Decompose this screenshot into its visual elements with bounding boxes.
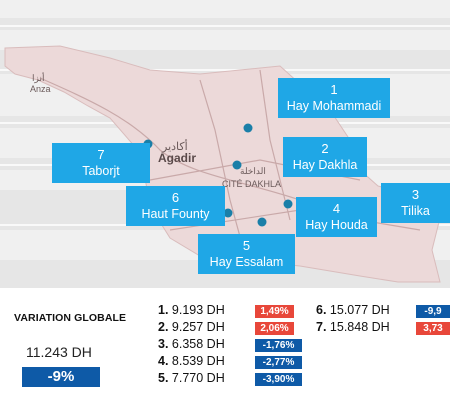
callout-number: 1 (330, 82, 338, 97)
callout-5: 5 Hay Essalam (198, 234, 295, 274)
map-label-anza-ar: أنزا (32, 73, 45, 83)
row-price: 6.358 DH (171, 337, 225, 351)
row-number: 7. (316, 320, 327, 334)
map-label-cite-dakhla: CITÉ DAKHLA (222, 179, 282, 189)
row-6: 6. 15.077 DH (316, 303, 390, 317)
map-area[interactable]: أنزا Anza أكادير Agadir CITÉ DAKHLA الدا… (0, 0, 450, 288)
callout-number: 2 (321, 141, 329, 156)
callout-number: 3 (411, 187, 420, 202)
callout-name: Hay Mohammadi (286, 99, 382, 113)
row-price: 9.193 DH (171, 303, 225, 317)
row-price: 9.257 DH (171, 320, 225, 334)
price-summary: VARIATION GLOBALE 11.243 DH -9% 1. 9.193… (0, 288, 450, 406)
map-label-agadir-ar: أكادير (162, 141, 188, 153)
row-3: 3. 6.358 DH (158, 337, 225, 351)
row-number: 3. (158, 337, 169, 351)
callout-1: 1 Hay Mohammadi (278, 78, 390, 118)
row-number: 4. (158, 354, 169, 368)
row-price: 8.539 DH (171, 354, 225, 368)
row-3-change-badge: -1,76% (255, 339, 302, 352)
row-number: 6. (316, 303, 327, 317)
callout-number: 6 (171, 190, 180, 205)
row-2-change-badge: 2,06% (255, 322, 294, 335)
map-label-anza: Anza (30, 84, 51, 94)
row-1-change-badge: 1,49% (255, 305, 294, 318)
row-5-change-badge: -3,90% (255, 373, 302, 386)
map-label-agadir: Agadir (158, 151, 197, 165)
map-label-dakhla-ar: الداخلة (240, 166, 266, 176)
row-price: 15.077 DH (329, 303, 390, 317)
callout-name: Hay Essalam (209, 255, 284, 269)
callout-name: Haut Founty (141, 207, 210, 221)
row-number: 5. (158, 371, 169, 385)
callout-name: Tilika (401, 204, 430, 218)
callout-3: 3 Tilika (381, 183, 450, 223)
row-number: 2. (158, 320, 169, 334)
row-4: 4. 8.539 DH (158, 354, 225, 368)
callout-7: 7 Taborjt (52, 143, 150, 183)
row-price: 7.770 DH (171, 371, 225, 385)
callout-2: 2 Hay Dakhla (283, 137, 367, 177)
callout-number: 5 (242, 238, 251, 253)
row-2: 2. 9.257 DH (158, 320, 225, 334)
callout-4: 4 Hay Houda (296, 197, 377, 237)
row-4-change-badge: -2,77% (255, 356, 302, 369)
row-price: 15.848 DH (329, 320, 390, 334)
summary-title: VARIATION GLOBALE (14, 312, 127, 324)
callout-name: Taborjt (82, 164, 120, 178)
callout-number: 7 (97, 147, 105, 162)
row-5: 5. 7.770 DH (158, 371, 225, 385)
callout-6: 6 Haut Founty (126, 186, 225, 226)
row-6-change-badge: -9,9 (416, 305, 450, 318)
summary-price: 11.243 DH (26, 344, 92, 360)
callout-name: Hay Dakhla (292, 158, 358, 172)
callout-number: 4 (332, 201, 341, 216)
row-1: 1. 9.193 DH (158, 303, 225, 317)
row-7-change-badge: 3,73 (416, 322, 450, 335)
row-number: 1. (158, 303, 169, 317)
callout-name: Hay Houda (305, 218, 368, 232)
summary-variation-badge: -9% (22, 367, 100, 387)
row-7: 7. 15.848 DH (316, 320, 390, 334)
